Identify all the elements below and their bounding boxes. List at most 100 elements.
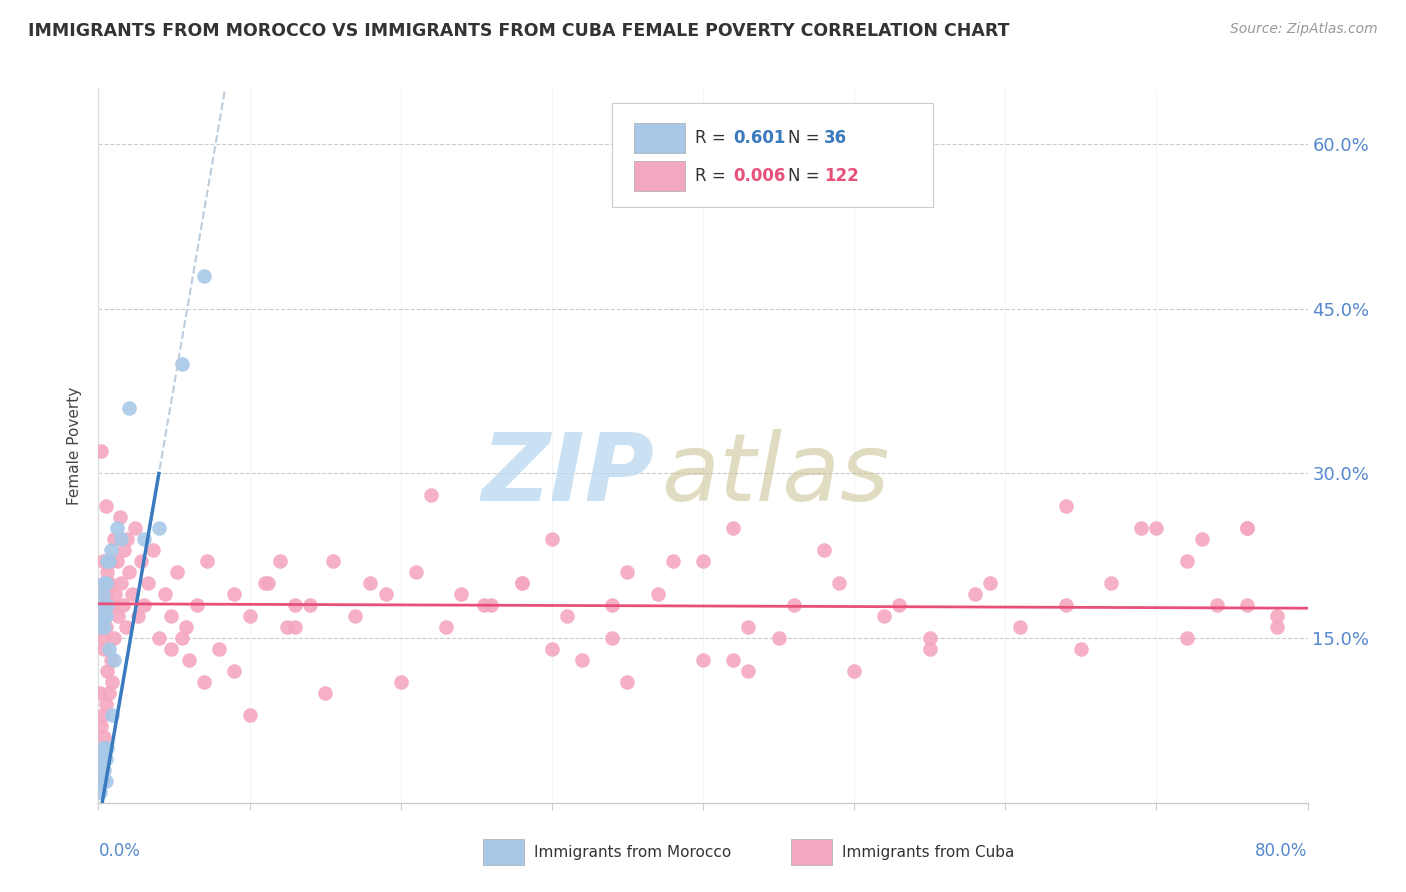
Point <box>91 773 114 788</box>
Point <box>965 587 987 601</box>
Point <box>90 773 112 788</box>
Point <box>253 576 276 591</box>
Point <box>1054 598 1077 612</box>
Point <box>160 609 183 624</box>
Point <box>132 533 155 547</box>
Text: IMMIGRANTS FROM MOROCCO VS IMMIGRANTS FROM CUBA FEMALE POVERTY CORRELATION CHART: IMMIGRANTS FROM MOROCCO VS IMMIGRANTS FR… <box>28 22 1010 40</box>
Point <box>96 554 118 568</box>
Text: ZIP: ZIP <box>482 428 655 521</box>
Point <box>148 521 170 535</box>
Point <box>91 752 114 766</box>
Point <box>510 576 533 591</box>
Point <box>94 620 117 634</box>
Point <box>1236 598 1258 612</box>
Point <box>481 598 503 612</box>
Point <box>723 521 745 535</box>
Point <box>160 642 183 657</box>
Point <box>208 642 231 657</box>
Point <box>93 576 115 591</box>
Point <box>96 566 118 580</box>
Point <box>129 554 152 568</box>
Point <box>918 631 941 645</box>
Point <box>94 752 117 766</box>
Point <box>269 554 291 568</box>
Text: 122: 122 <box>824 168 859 186</box>
Point <box>89 773 111 788</box>
Point <box>90 620 112 634</box>
Point <box>101 598 124 612</box>
Point <box>555 609 578 624</box>
Point <box>101 675 124 690</box>
Text: R =: R = <box>695 168 731 186</box>
Point <box>93 576 115 591</box>
Point <box>98 554 121 568</box>
Point <box>93 642 115 657</box>
Point <box>314 686 336 700</box>
Point <box>873 609 896 624</box>
Point <box>1130 521 1153 535</box>
Point <box>127 609 149 624</box>
Text: Source: ZipAtlas.com: Source: ZipAtlas.com <box>1230 22 1378 37</box>
Point <box>239 708 262 723</box>
Point <box>142 543 165 558</box>
Point <box>118 566 141 580</box>
Point <box>224 664 246 678</box>
Point <box>148 631 170 645</box>
Point <box>166 566 188 580</box>
Point <box>616 566 638 580</box>
Point <box>692 554 714 568</box>
Point <box>1191 533 1213 547</box>
Point <box>153 587 176 601</box>
Text: 36: 36 <box>824 128 846 146</box>
Point <box>918 642 941 657</box>
Point <box>1236 521 1258 535</box>
Point <box>114 620 136 634</box>
Point <box>91 609 114 624</box>
Point <box>94 576 117 591</box>
Point <box>239 609 262 624</box>
Point <box>105 554 128 568</box>
Point <box>91 708 114 723</box>
Point <box>111 598 134 612</box>
Point <box>121 587 143 601</box>
Point <box>828 576 851 591</box>
Point <box>1010 620 1032 634</box>
Point <box>472 598 495 612</box>
Point <box>103 533 125 547</box>
Point <box>1206 598 1229 612</box>
Point <box>96 598 118 612</box>
Point <box>93 730 115 744</box>
Point <box>1175 554 1198 568</box>
Point <box>284 620 307 634</box>
Point <box>89 686 111 700</box>
Point <box>91 740 114 755</box>
Point <box>94 773 117 788</box>
Point <box>98 686 121 700</box>
Text: Immigrants from Cuba: Immigrants from Cuba <box>842 845 1014 860</box>
Point <box>179 653 201 667</box>
Point <box>90 752 112 766</box>
Point <box>692 653 714 667</box>
Point <box>1070 642 1092 657</box>
Point <box>979 576 1001 591</box>
Point <box>360 576 382 591</box>
Point <box>91 554 114 568</box>
Text: 0.601: 0.601 <box>734 128 786 146</box>
Point <box>96 740 118 755</box>
Point <box>1144 521 1167 535</box>
Point <box>768 631 790 645</box>
Point <box>193 268 215 283</box>
Point <box>132 598 155 612</box>
Point <box>170 631 193 645</box>
Point <box>90 719 112 733</box>
Point <box>110 576 132 591</box>
FancyBboxPatch shape <box>482 839 524 865</box>
Point <box>389 675 412 690</box>
FancyBboxPatch shape <box>792 839 832 865</box>
Point <box>844 664 866 678</box>
Point <box>89 785 111 799</box>
Point <box>90 609 112 624</box>
Point <box>186 598 208 612</box>
Point <box>105 521 128 535</box>
Point <box>110 533 132 547</box>
